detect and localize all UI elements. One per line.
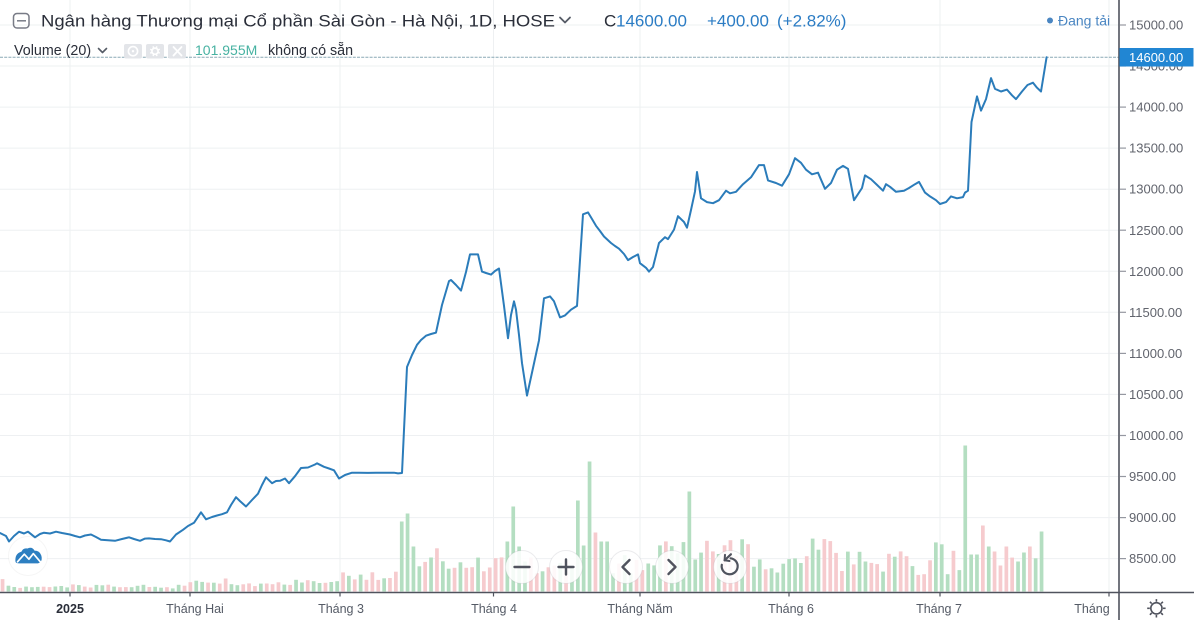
svg-text:15000.00: 15000.00 — [1129, 18, 1183, 33]
svg-text:Tháng 6: Tháng 6 — [768, 602, 814, 616]
svg-text:C14600.00+400.00(+2.82%): C14600.00 +400.00 (+2.82%) — [604, 12, 846, 31]
svg-text:Tháng 4: Tháng 4 — [471, 602, 517, 616]
svg-text:Tháng Hai: Tháng Hai — [166, 602, 224, 616]
svg-text:14600.00: 14600.00 — [1129, 50, 1183, 65]
svg-text:Ngân hàng Thương mại Cổ phần S: Ngân hàng Thương mại Cổ phần Sài Gòn - H… — [41, 12, 555, 31]
svg-text:2025: 2025 — [56, 602, 84, 616]
svg-text:8500.00: 8500.00 — [1129, 551, 1176, 566]
svg-text:Tháng 3: Tháng 3 — [318, 602, 364, 616]
svg-text:13000.00: 13000.00 — [1129, 182, 1183, 197]
svg-text:9000.00: 9000.00 — [1129, 510, 1176, 525]
svg-text:10500.00: 10500.00 — [1129, 387, 1183, 402]
svg-text:Tháng 7: Tháng 7 — [916, 602, 962, 616]
svg-text:Volume (20): Volume (20) — [14, 43, 91, 59]
svg-text:Tháng Năm: Tháng Năm — [607, 602, 672, 616]
svg-text:12500.00: 12500.00 — [1129, 223, 1183, 238]
svg-text:13500.00: 13500.00 — [1129, 141, 1183, 156]
svg-text:Tháng: Tháng — [1074, 602, 1109, 616]
svg-text:12000.00: 12000.00 — [1129, 264, 1183, 279]
svg-text:11500.00: 11500.00 — [1129, 305, 1182, 320]
svg-text:11000.00: 11000.00 — [1129, 346, 1182, 361]
svg-text:14000.00: 14000.00 — [1129, 100, 1183, 115]
svg-text:Đang tải: Đang tải — [1058, 13, 1110, 29]
svg-text:không có sẵn: không có sẵn — [268, 42, 353, 59]
svg-text:9500.00: 9500.00 — [1129, 469, 1176, 484]
svg-text:101.955M: 101.955M — [195, 42, 257, 58]
svg-text:10000.00: 10000.00 — [1129, 428, 1183, 443]
